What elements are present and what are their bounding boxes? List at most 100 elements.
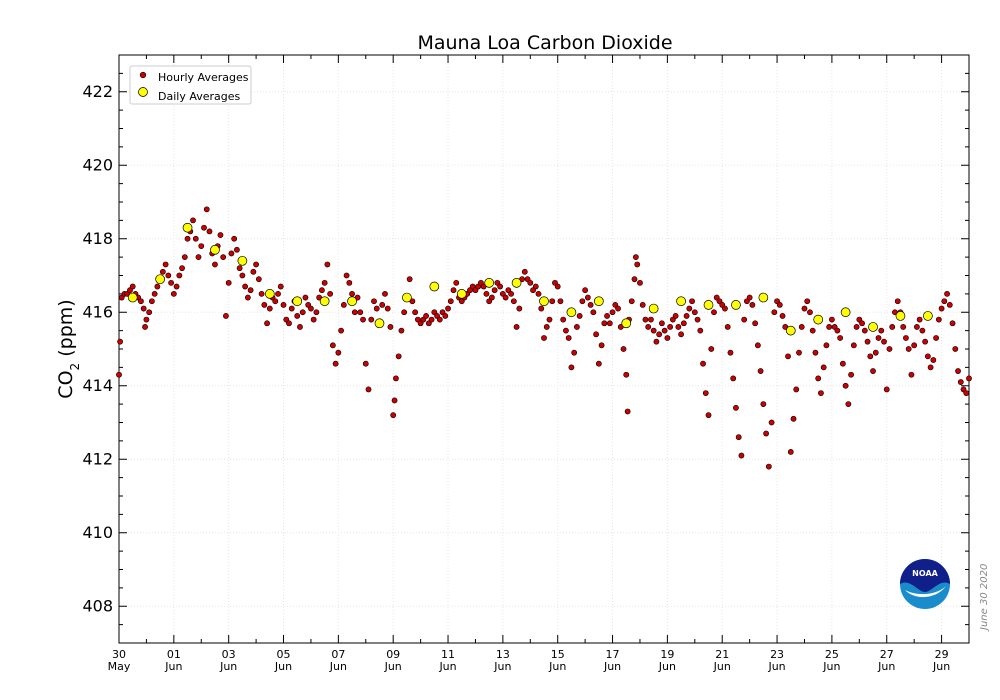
hourly-point: [360, 316, 366, 323]
daily-point: [511, 278, 522, 288]
daily-point: [923, 311, 933, 321]
hourly-point: [628, 298, 635, 305]
hourly-point: [453, 279, 460, 286]
legend-box: [129, 65, 252, 105]
y-tick-labels: 408 410 412 414 416 418 420 422: [82, 82, 113, 616]
hourly-point: [705, 412, 712, 419]
hourly-point: [850, 342, 857, 349]
hourly-point: [776, 301, 783, 308]
hourly-point: [423, 313, 429, 319]
hourly-point: [310, 316, 317, 323]
daily-point: [484, 278, 495, 288]
hourly-point: [872, 349, 879, 356]
hourly-point: [563, 327, 569, 334]
hourly-point: [253, 261, 259, 268]
hourly-point: [615, 305, 621, 312]
hourly-point: [809, 327, 816, 334]
y-tick-label: 418: [82, 229, 113, 248]
daily-point: [785, 325, 796, 336]
hourly-point: [173, 283, 180, 290]
daily-point: [402, 292, 412, 303]
hourly-point: [678, 331, 684, 338]
hourly-point: [924, 353, 931, 360]
x-tick-month-label: Jun: [164, 660, 182, 673]
hourly-point: [261, 301, 268, 308]
hourly-point: [878, 327, 885, 334]
hourly-point: [299, 309, 306, 316]
hourly-point: [116, 371, 122, 378]
hourly-point: [834, 327, 841, 334]
hourly-point: [543, 324, 550, 330]
hourly-point: [620, 346, 627, 352]
hourly-point: [911, 342, 918, 349]
hourly-point: [510, 298, 517, 305]
hourly-point: [541, 335, 547, 341]
hourly-point: [587, 301, 594, 308]
hourly-point: [845, 401, 852, 408]
daily-point: [676, 296, 686, 307]
noaa-logo-bird: [900, 559, 950, 592]
hourly-point: [508, 290, 514, 297]
hourly-point: [236, 265, 243, 272]
axis-ticks: [118, 54, 969, 644]
hourly-point: [905, 346, 912, 352]
hourly-point: [313, 309, 320, 316]
x-tick-day-label: 23: [770, 648, 784, 661]
hourly-point: [154, 283, 161, 290]
hourly-point: [881, 338, 887, 345]
hourly-point: [203, 206, 210, 213]
hourly-point: [582, 287, 589, 294]
hourly-point: [609, 309, 616, 316]
hourly-point: [502, 294, 509, 301]
hourly-point: [623, 371, 630, 378]
hourly-point: [935, 316, 942, 323]
y-tick-label: 410: [82, 523, 113, 542]
x-tick-month-label: Jun: [767, 660, 785, 673]
daily-point: [813, 314, 824, 325]
hourly-point: [631, 276, 638, 283]
x-tick-month-label: Jun: [713, 660, 731, 673]
x-tick-day-label: 25: [825, 648, 839, 661]
hourly-point: [839, 360, 846, 367]
hourly-point: [754, 342, 761, 349]
hourly-point: [903, 335, 909, 341]
hourly-point: [779, 313, 786, 319]
hourly-point: [412, 309, 419, 316]
hourly-point: [801, 305, 808, 312]
hourly-point: [190, 217, 196, 224]
x-tick-month-label: Jun: [274, 660, 292, 673]
hourly-point: [212, 261, 218, 268]
hourly-point: [395, 353, 402, 360]
y-tick-label: 408: [82, 596, 113, 615]
hourly-point: [859, 320, 865, 327]
hourly-point: [497, 283, 504, 290]
hourly-point: [818, 390, 824, 396]
hourly-point: [275, 290, 281, 297]
hourly-point: [632, 254, 639, 261]
hourly-point: [790, 415, 797, 422]
hourly-point: [557, 298, 564, 305]
hourly-point: [365, 386, 372, 393]
hourly-point: [957, 379, 964, 385]
legend-hourly-label: Hourly Averages: [158, 71, 249, 84]
x-tick-day-label: 17: [606, 648, 620, 661]
x-tick-day-label: 01: [167, 648, 181, 661]
hourly-point: [168, 279, 174, 286]
y-axis-label-subscript: 2: [68, 363, 82, 371]
x-tick-month-label: Jun: [493, 660, 511, 673]
daily-point: [127, 292, 138, 303]
hourly-point: [864, 338, 871, 345]
hourly-point: [373, 305, 380, 312]
daily-point: [319, 296, 330, 307]
daily-point: [539, 296, 549, 307]
hourly-point: [308, 305, 314, 312]
hourly-point: [738, 452, 745, 459]
hourly-point: [489, 294, 495, 301]
hourly-point: [963, 390, 970, 396]
hourly-point: [247, 287, 254, 294]
hourly-point: [201, 224, 207, 231]
hourly-point: [351, 309, 358, 316]
hourly-point: [812, 349, 819, 356]
hourly-point: [340, 301, 347, 308]
hourly-point: [362, 360, 369, 367]
